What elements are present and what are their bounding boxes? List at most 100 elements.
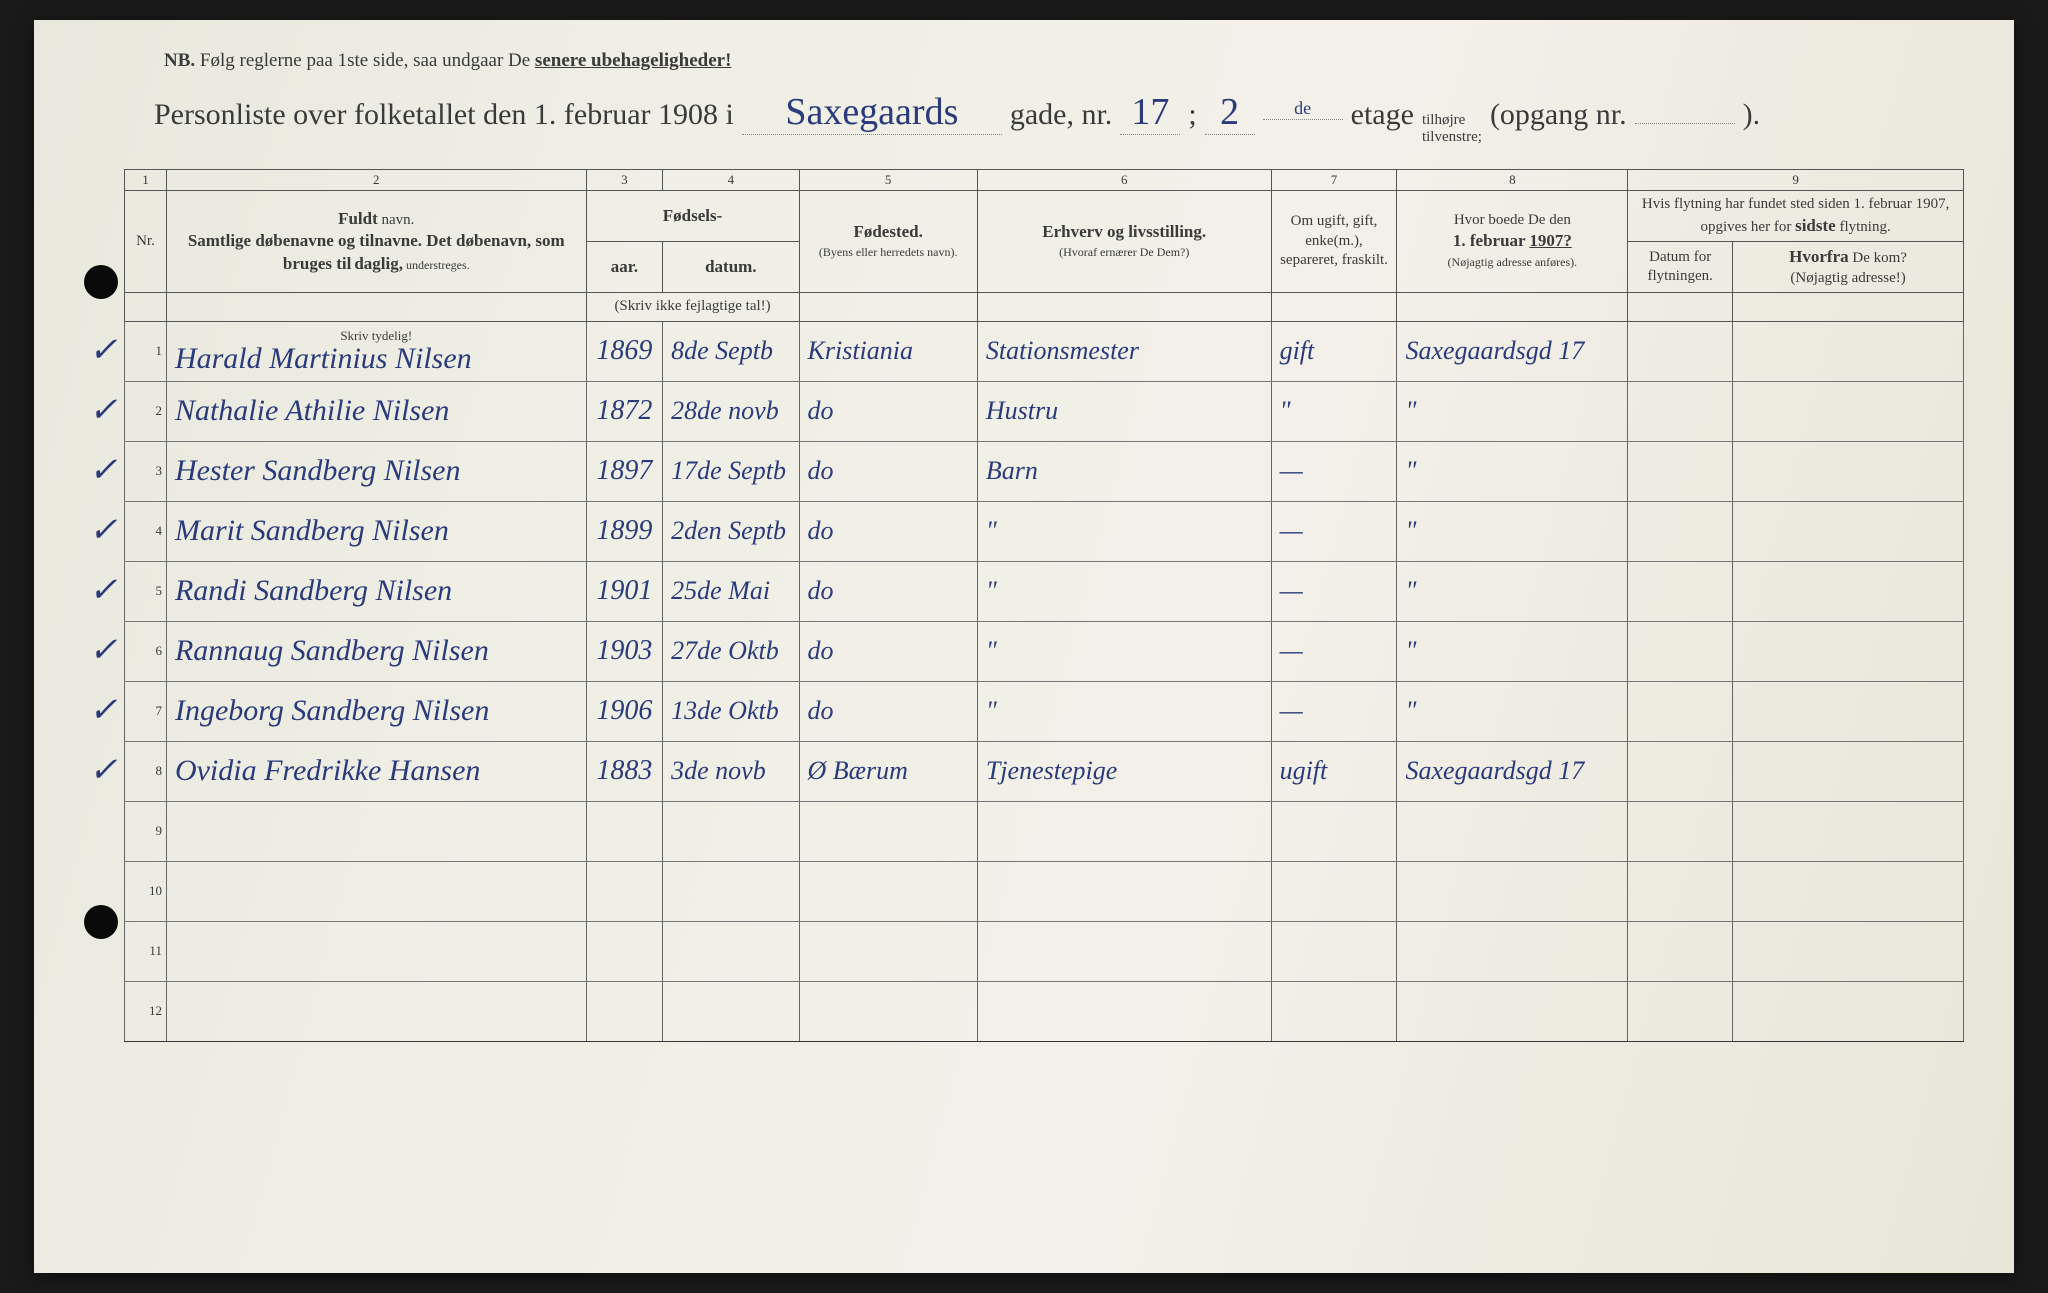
name-cell: [166, 861, 586, 921]
marital-cell: gift: [1271, 321, 1397, 381]
opgang-handwritten: [1635, 123, 1735, 124]
occupation-cell: [977, 921, 1271, 981]
hdr-nr: Nr.: [125, 191, 167, 293]
row-number: 12: [125, 981, 167, 1041]
date-cell: 3de novb: [663, 741, 799, 801]
movedate-cell: [1628, 921, 1733, 981]
row-number: 9: [125, 801, 167, 861]
hdr-fodsels-text: Fødsels-: [663, 206, 723, 225]
punch-hole-bottom: [84, 905, 118, 939]
row-number: 11: [125, 921, 167, 981]
hdr-name-sub-bold: daglig,: [354, 254, 403, 273]
row-number: ✓4: [125, 501, 167, 561]
date-cell: [663, 921, 799, 981]
floor-super: de: [1263, 98, 1343, 120]
colnum-6: 6: [977, 170, 1271, 191]
marital-cell: [1271, 981, 1397, 1041]
year-cell: 1872: [586, 381, 663, 441]
checkmark-icon: ✓: [89, 630, 118, 670]
nr-handwritten: 17: [1120, 90, 1180, 135]
address-cell: ": [1397, 561, 1628, 621]
movefrom-cell: [1733, 441, 1964, 501]
row-number: ✓1: [125, 321, 167, 381]
occupation-cell: [977, 861, 1271, 921]
colnum-4: 4: [663, 170, 799, 191]
nb-text: Følg reglerne paa 1ste side, saa undgaar…: [200, 50, 530, 71]
hdr-address-bold: 1. februar: [1453, 231, 1526, 250]
name-cell: [166, 921, 586, 981]
occupation-cell: ": [977, 681, 1271, 741]
date-cell: 28de novb: [663, 381, 799, 441]
marital-cell: ": [1271, 381, 1397, 441]
checkmark-icon: ✓: [89, 330, 118, 370]
birthplace-cell: Kristiania: [799, 321, 977, 381]
name-cell: Ingeborg Sandberg Nilsen: [166, 681, 586, 741]
table-row: ✓6Rannaug Sandberg Nilsen190327de Oktbdo…: [125, 621, 1964, 681]
birthplace-cell: [799, 801, 977, 861]
movefrom-cell: [1733, 501, 1964, 561]
movefrom-cell: [1733, 921, 1964, 981]
marital-cell: ugift: [1271, 741, 1397, 801]
colnum-7: 7: [1271, 170, 1397, 191]
name-cell: [166, 981, 586, 1041]
marital-cell: —: [1271, 621, 1397, 681]
occupation-cell: [977, 801, 1271, 861]
year-cell: 1897: [586, 441, 663, 501]
table-row: ✓7Ingeborg Sandberg Nilsen190613de Oktbd…: [125, 681, 1964, 741]
birthplace-cell: [799, 861, 977, 921]
address-cell: ": [1397, 441, 1628, 501]
table-row: ✓2Nathalie Athilie Nilsen187228de novbdo…: [125, 381, 1964, 441]
colnum-1: 1: [125, 170, 167, 191]
movefrom-cell: [1733, 741, 1964, 801]
movedate-cell: [1628, 801, 1733, 861]
hdr-datum-text: datum.: [705, 257, 756, 276]
hdr-blank-9: [1628, 293, 1733, 322]
address-cell: [1397, 801, 1628, 861]
movedate-cell: [1628, 981, 1733, 1041]
year-cell: 1906: [586, 681, 663, 741]
birthplace-cell: do: [799, 501, 977, 561]
row-number: ✓5: [125, 561, 167, 621]
marital-cell: —: [1271, 561, 1397, 621]
row-number: ✓3: [125, 441, 167, 501]
birthplace-cell: do: [799, 681, 977, 741]
hdr-fodested-bold: Fødested.: [853, 222, 922, 241]
address-cell: Saxegaardsgd 17: [1397, 321, 1628, 381]
name-cell: Ovidia Fredrikke Hansen: [166, 741, 586, 801]
hdr-address-year: 1907?: [1529, 231, 1572, 250]
row-number: ✓6: [125, 621, 167, 681]
date-cell: 25de Mai: [663, 561, 799, 621]
checkmark-icon: ✓: [89, 750, 118, 790]
hdr-name-rest: navn.: [382, 212, 415, 228]
table-row: ✓4Marit Sandberg Nilsen18992den Septbdo"…: [125, 501, 1964, 561]
name-cell: Rannaug Sandberg Nilsen: [166, 621, 586, 681]
colnum-2: 2: [166, 170, 586, 191]
row-number: ✓8: [125, 741, 167, 801]
hdr-name-bold: Fuldt: [338, 209, 378, 228]
year-cell: 1903: [586, 621, 663, 681]
checkmark-icon: ✓: [89, 390, 118, 430]
table-row: 10: [125, 861, 1964, 921]
tilhojre-stack: tilhøjre tilvenstre;: [1422, 112, 1482, 145]
hdr-erhverv-bold: Erhverv og livsstilling.: [1042, 222, 1206, 241]
hdr-erhverv-sub: (Hvoraf ernærer De Dem?): [1059, 245, 1189, 259]
punch-hole-top: [84, 265, 118, 299]
movefrom-cell: [1733, 801, 1964, 861]
date-cell: [663, 861, 799, 921]
address-cell: Saxegaardsgd 17: [1397, 741, 1628, 801]
table-row: 9: [125, 801, 1964, 861]
hdr-name-sub2: understreges.: [406, 258, 470, 272]
tilvenstre: tilvenstre;: [1422, 129, 1482, 146]
street-handwritten: Saxegaards: [742, 90, 1002, 135]
marital-cell: [1271, 861, 1397, 921]
movedate-cell: [1628, 621, 1733, 681]
movedate-cell: [1628, 681, 1733, 741]
row-number: ✓2: [125, 381, 167, 441]
title-prefix: Personliste over folketallet den 1. febr…: [154, 98, 734, 132]
date-cell: 13de Oktb: [663, 681, 799, 741]
movefrom-cell: [1733, 681, 1964, 741]
address-cell: ": [1397, 621, 1628, 681]
table-row: ✓8Ovidia Fredrikke Hansen18833de novbØ B…: [125, 741, 1964, 801]
gade-label: gade, nr.: [1010, 98, 1112, 132]
hdr-blank-1: [125, 293, 167, 322]
